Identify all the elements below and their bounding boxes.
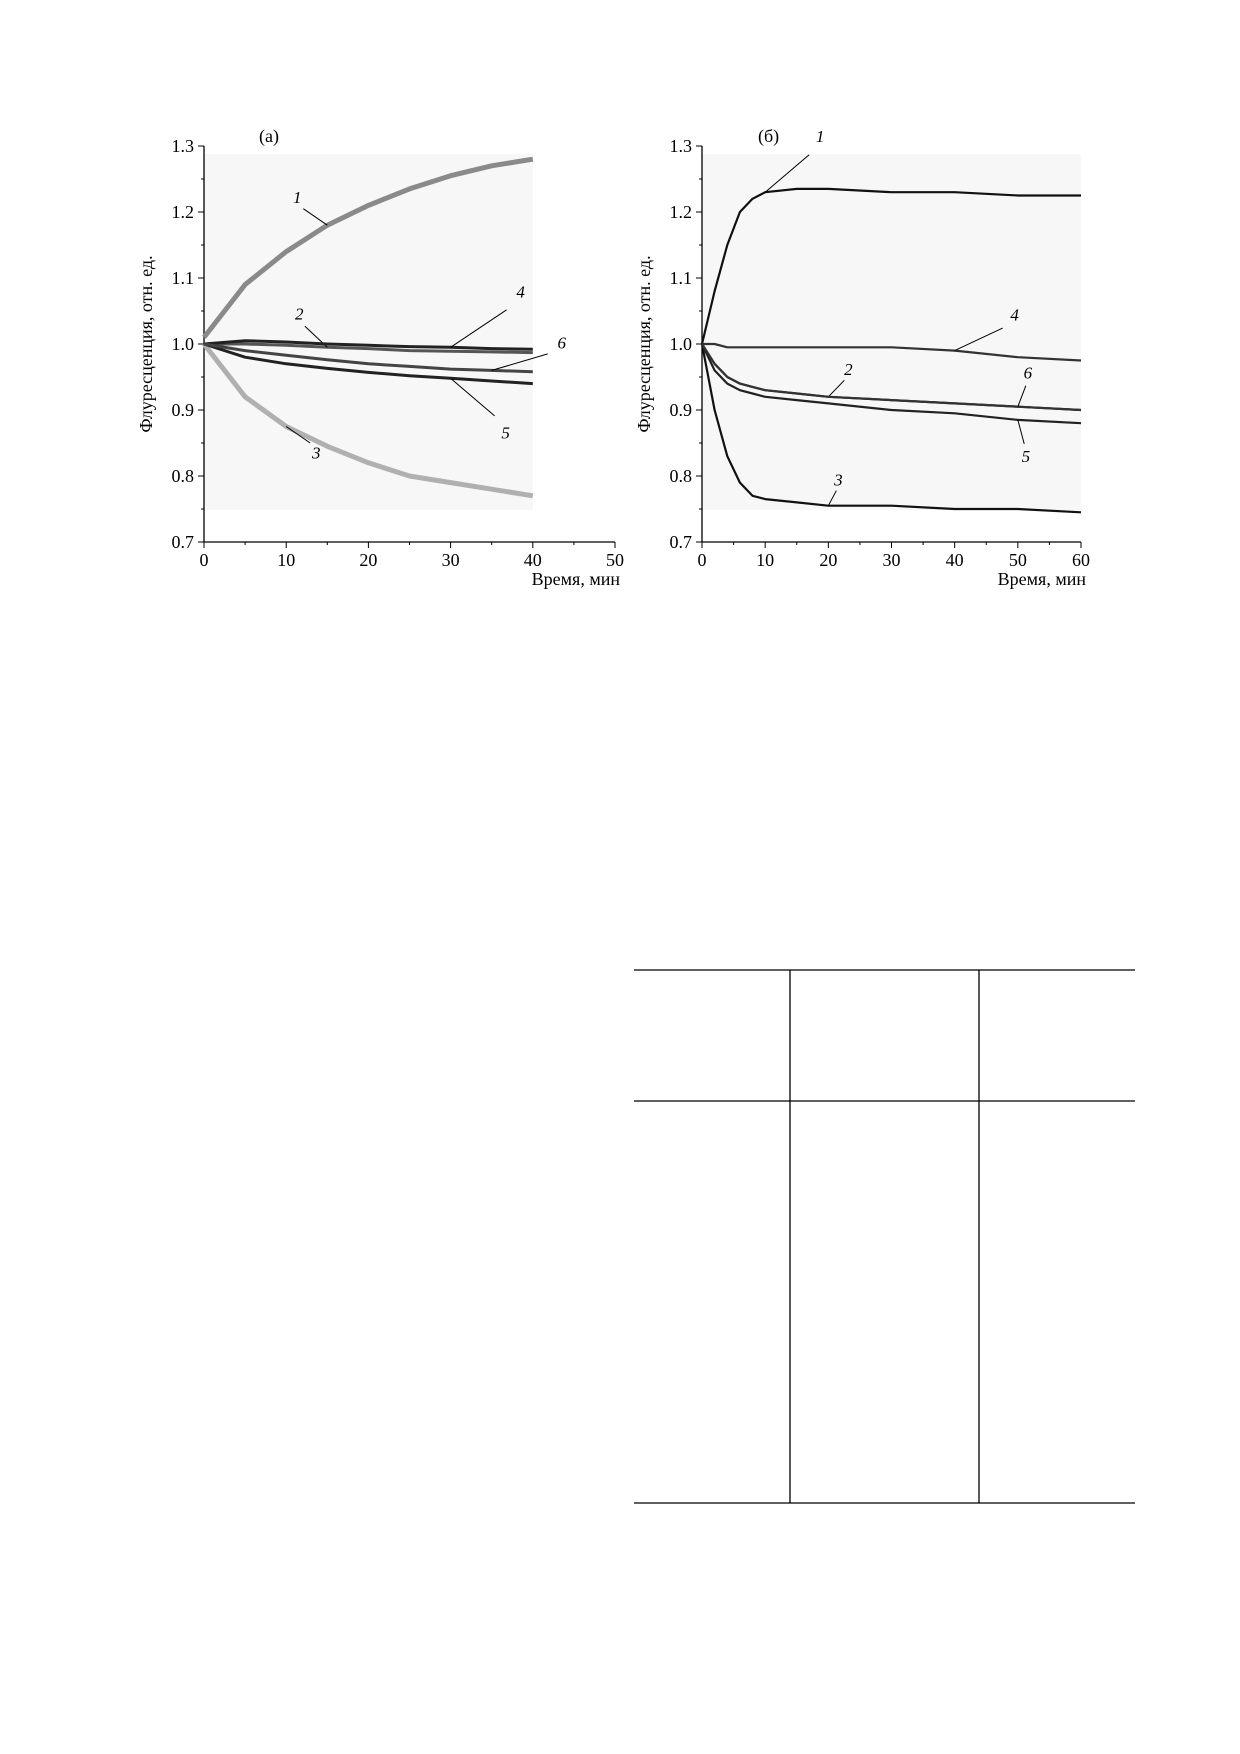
empty-table <box>634 969 1135 1504</box>
series-line <box>700 187 1081 345</box>
series-line <box>701 343 1082 412</box>
x-tick-label: 60 <box>1072 550 1090 570</box>
x-tick-label: 50 <box>606 550 624 570</box>
y-tick-label: 1.0 <box>670 334 693 354</box>
curve-label: 2 <box>295 304 304 323</box>
label-leader <box>285 426 311 444</box>
x-tick-label: 20 <box>819 550 837 570</box>
series-line <box>203 342 533 386</box>
x-tick-label: 40 <box>524 550 542 570</box>
y-tick-label: 1.1 <box>172 268 195 288</box>
label-leader <box>491 353 548 371</box>
label-leader <box>450 309 507 348</box>
curve-label: 3 <box>311 444 321 463</box>
curve-label: 6 <box>1024 364 1033 383</box>
label-leader <box>764 154 810 193</box>
y-axis-label: Флуресценция, отн. ед. <box>136 255 156 432</box>
figure: 0.70.80.91.01.11.21.30 10 20 30 40 50(а)Время… <box>136 126 1090 589</box>
y-tick-label: 0.9 <box>670 400 693 420</box>
y-tick-label: 1.3 <box>670 136 693 156</box>
series-line <box>700 343 1082 514</box>
x-tick-label: 20 <box>359 550 377 570</box>
curve-label: 1 <box>293 188 302 207</box>
plot-area <box>204 154 533 510</box>
label-leader <box>1017 385 1027 407</box>
label-leader <box>954 327 1003 352</box>
panel-label: (б) <box>758 126 779 147</box>
y-tick-label: 1.0 <box>172 334 195 354</box>
plot-area <box>702 154 1081 510</box>
curve-label: 3 <box>833 471 843 490</box>
x-tick-label: 30 <box>883 550 901 570</box>
panel-label: (а) <box>259 126 279 147</box>
series-line <box>203 342 533 374</box>
y-tick-label: 0.8 <box>172 466 195 486</box>
label-leader <box>827 490 837 506</box>
label-leader <box>303 208 328 226</box>
y-axis-label: Флуресценция, отн. ед. <box>634 255 654 432</box>
y-tick-label: 0.9 <box>172 400 195 420</box>
series-line <box>202 342 534 499</box>
y-tick-label: 0.8 <box>670 466 693 486</box>
curve-label: 5 <box>1022 447 1031 466</box>
y-tick-label: 1.2 <box>670 202 693 222</box>
curve-label: 6 <box>557 333 566 352</box>
y-tick-label: 1.2 <box>172 202 195 222</box>
y-tick-label: 0.7 <box>670 532 693 552</box>
y-tick-label: 1.3 <box>172 136 195 156</box>
series-line <box>202 156 534 339</box>
x-tick-label: 10 <box>277 550 295 570</box>
curve-label: 5 <box>501 423 510 442</box>
label-leader <box>450 377 495 417</box>
x-axis-label: Время, мин <box>532 569 621 589</box>
x-tick-label: 40 <box>946 550 964 570</box>
y-tick-label: 1.1 <box>670 268 693 288</box>
label-leader <box>827 379 845 398</box>
label-leader <box>1017 419 1025 445</box>
curve-label: 4 <box>1010 306 1019 325</box>
series-line <box>701 343 1082 425</box>
x-tick-label: 10 <box>756 550 774 570</box>
x-axis-label: Время, мин <box>998 569 1087 589</box>
series-line <box>702 342 1082 362</box>
x-tick-label: 0 <box>698 550 707 570</box>
curve-label: 2 <box>844 360 853 379</box>
curve-label: 4 <box>516 282 525 301</box>
y-tick-label: 0.7 <box>172 532 195 552</box>
series-line <box>203 339 533 351</box>
x-tick-label: 50 <box>1009 550 1027 570</box>
x-tick-label: 0 <box>200 550 209 570</box>
series-line <box>204 342 533 355</box>
x-tick-label: 30 <box>442 550 460 570</box>
curve-label: 1 <box>816 127 825 146</box>
